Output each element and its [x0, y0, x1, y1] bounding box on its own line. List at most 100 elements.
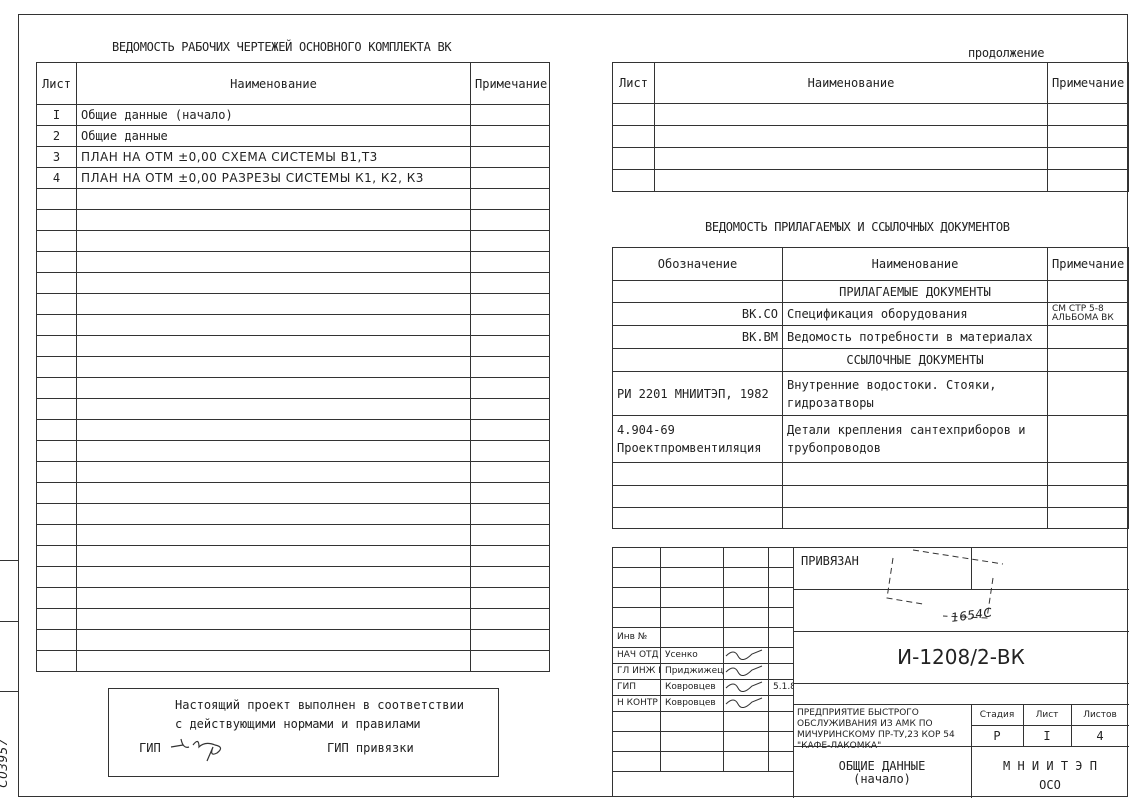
header-name: Наименование [654, 62, 1048, 104]
table-row [612, 147, 1129, 170]
signature-name: Усенко [660, 647, 724, 664]
table-row: ВК.ВМ Ведомость потребности в материалах [612, 325, 1129, 349]
signature-name: Ковровцев [660, 679, 724, 696]
signature-name: Приджижецкий [660, 663, 724, 680]
gip-signature [170, 738, 222, 762]
signature-role: ГЛ ИНЖ П [612, 663, 661, 680]
header-note: Примечание [470, 62, 550, 105]
department: ОСО [1039, 778, 1061, 792]
sheet-note [470, 146, 550, 168]
table-row [36, 650, 550, 672]
header-code: Обозначение [612, 247, 783, 281]
section-reference: ССЫЛОЧНЫЕ ДОКУМЕНТЫ [782, 348, 1048, 372]
table-row [36, 230, 550, 252]
signature-role: Н КОНТР [612, 695, 661, 712]
table-row [36, 419, 550, 441]
table-row [36, 398, 550, 420]
table-row: Инв № [612, 627, 794, 648]
signature-date [768, 647, 794, 664]
sheets-value: 4 [1096, 729, 1104, 743]
table-row [612, 587, 794, 608]
header-name: Наименование [782, 247, 1048, 281]
table-row: 3 ПЛАН НА ОТМ ±0,00 СХЕМА СИСТЕМЫ В1,Т3 [36, 146, 550, 168]
continuation-table: Лист Наименование Примечание [612, 62, 1129, 192]
sheet-note [470, 167, 550, 189]
table-row: НАЧ ОТД Усенко [612, 647, 794, 664]
drawings-table: Лист Наименование Примечание I Общие данн… [36, 62, 550, 672]
table-row [612, 103, 1129, 126]
table-row [36, 188, 550, 210]
sheet-subtitle: (начало) [853, 772, 911, 786]
sheets-label: Листов [1083, 710, 1117, 720]
table-row: 4 ПЛАН НА ОТМ ±0,00 РАЗРЕЗЫ СИСТЕМЫ К1, К… [36, 167, 550, 189]
stage-label: Стадия [979, 710, 1015, 720]
section-attached: ПРИЛАГАЕМЫЕ ДОКУМЕНТЫ [782, 280, 1048, 303]
doc-name: Ведомость потребности в материалах [782, 325, 1048, 349]
table-header: Лист Наименование Примечание [36, 62, 550, 105]
binding-stamp [886, 549, 1004, 619]
signature [725, 697, 763, 708]
table-row [612, 711, 794, 732]
table-header: Лист Наименование Примечание [612, 62, 1129, 104]
doc-code: 4.904-69 Проектпромвентиляция [612, 415, 783, 463]
documents-list-title: ВЕДОМОСТЬ ПРИЛАГАЕМЫХ И ССЫЛОЧНЫХ ДОКУМЕ… [705, 220, 1010, 234]
table-row [36, 335, 550, 357]
table-row [36, 524, 550, 546]
header-sheet: Лист [36, 62, 77, 105]
gip-binding-label: ГИП привязки [327, 741, 414, 755]
continuation-label: продолжение [968, 46, 1045, 60]
table-row [36, 482, 550, 504]
table-row [36, 587, 550, 609]
sheet-number: 4 [36, 167, 77, 189]
table-row [36, 461, 550, 483]
sheet-note [470, 104, 550, 126]
table-row [36, 209, 550, 231]
table-row: Н КОНТР Ковровцев [612, 695, 794, 712]
table-row [36, 293, 550, 315]
project-name: ПРЕДПРИЯТИЕ БЫСТРОГО ОБСЛУЖИВАНИЯ ИЗ АМК… [797, 708, 955, 751]
doc-name: Внутренние водостоки. Стояки, гидрозатво… [782, 371, 1048, 416]
table-row: ГЛ ИНЖ ППриджижецкий [612, 663, 794, 680]
sheet-title: ОБЩИЕ ДАННЫЕ [838, 759, 926, 773]
doc-code: ВК.ВМ [612, 325, 783, 349]
inv-label: Инв № [612, 627, 661, 648]
sheet-note [470, 125, 550, 147]
sheet-label: Лист [1035, 710, 1059, 720]
document-code: И-1208/2-ВК [897, 645, 1025, 669]
signature [725, 681, 763, 692]
sheet-number: 2 [36, 125, 77, 147]
doc-name: Спецификация оборудования [782, 302, 1048, 326]
table-row [36, 503, 550, 525]
bound-label: ПРИВЯЗАН [801, 554, 859, 568]
table-row [36, 440, 550, 462]
table-row [612, 567, 794, 588]
signature [725, 649, 763, 660]
signature [725, 665, 763, 676]
table-row [36, 377, 550, 399]
header-note: Примечание [1047, 247, 1129, 281]
signature-date [768, 695, 794, 712]
sheet-name: Общие данные [76, 125, 471, 147]
table-row [612, 751, 794, 772]
table-row: ВК.СО Спецификация оборудования СМ СТР 5… [612, 302, 1129, 326]
table-row [36, 629, 550, 651]
doc-code: ВК.СО [612, 302, 783, 326]
table-row [612, 169, 1129, 192]
compliance-line-2: с действующими нормами и правилами [175, 717, 421, 731]
stage-value: Р [993, 729, 1001, 743]
sheet-name: Общие данные (начало) [76, 104, 471, 126]
doc-code: РИ 2201 МНИИТЭП, 1982 [612, 371, 783, 416]
sheet-number: 3 [36, 146, 77, 168]
header-sheet: Лист [612, 62, 655, 104]
table-row: 2 Общие данные [36, 125, 550, 147]
organization: М Н И И Т Э П [1003, 759, 1097, 773]
table-row: 4.904-69 Проектпромвентиляция Детали кре… [612, 415, 1129, 463]
compliance-note-box: Настоящий проект выполнен в соответствии… [108, 688, 499, 777]
table-row [612, 125, 1129, 148]
margin-stamp: С03957 [0, 560, 18, 798]
doc-name: Детали крепления сантехприборов и трубоп… [782, 415, 1048, 463]
doc-note: СМ СТР 5-8 АЛЬБОМА ВК [1047, 302, 1129, 326]
